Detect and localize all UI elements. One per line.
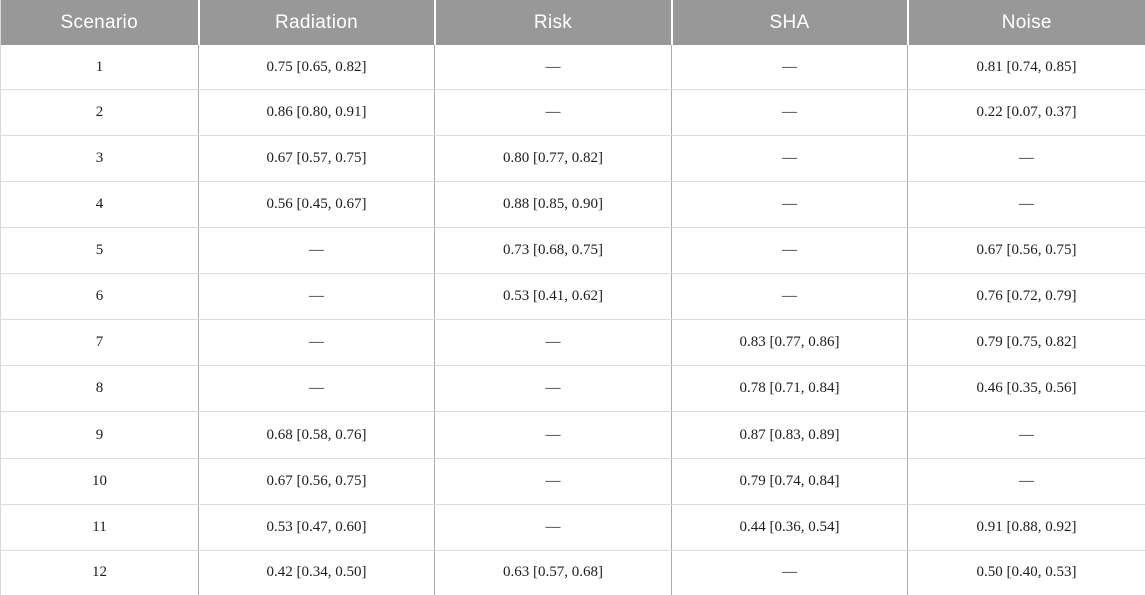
table-row: 6—0.53 [0.41, 0.62] —0.76 [0.72, 0.79]	[0, 273, 1145, 321]
value-cell: —	[434, 45, 672, 91]
table-row: 3 0.67 [0.57, 0.75] 0.80 [0.77, 0.82] — —	[0, 135, 1145, 183]
table-row: 8— —0.78 [0.71, 0.84] 0.46 [0.35, 0.56]	[0, 365, 1145, 413]
value-cell: 0.63 [0.57, 0.68]	[434, 550, 672, 595]
value-cell: —	[434, 504, 672, 551]
scenario-cell: 8	[0, 365, 199, 413]
value-cell: 0.46 [0.35, 0.56]	[907, 365, 1145, 413]
value-cell: 0.76 [0.72, 0.79]	[907, 273, 1145, 321]
table-row: 11 0.53 [0.47, 0.60] —0.44 [0.36, 0.54] 0.9…	[0, 504, 1145, 551]
scenario-cell: 7	[0, 319, 199, 367]
value-cell: —	[671, 273, 908, 321]
scenario-cell: 6	[0, 273, 199, 321]
value-cell: 0.88 [0.85, 0.90]	[434, 181, 672, 229]
value-cell: —	[198, 273, 435, 321]
scenario-cell: 1	[0, 45, 199, 91]
value-cell: —	[671, 89, 908, 137]
value-cell: —	[198, 319, 435, 367]
value-cell: 0.73 [0.68, 0.75]	[434, 227, 672, 275]
table-row: 1 0.75 [0.65, 0.82] — —0.81 [0.74, 0.85]	[0, 45, 1145, 91]
column-header-risk: Risk	[434, 0, 673, 45]
value-cell: —	[434, 89, 672, 137]
table-body: 1 0.75 [0.65, 0.82] — —0.81 [0.74, 0.85] 2 0.…	[0, 45, 1145, 595]
value-cell: —	[671, 181, 908, 229]
table-row: 12 0.42 [0.34, 0.50] 0.63 [0.57, 0.68] —0.5…	[0, 550, 1145, 595]
value-cell: —	[671, 550, 908, 595]
value-cell: 0.81 [0.74, 0.85]	[907, 45, 1145, 91]
value-cell: 0.79 [0.74, 0.84]	[671, 458, 908, 505]
value-cell: 0.53 [0.41, 0.62]	[434, 273, 672, 321]
table-row: 4 0.56 [0.45, 0.67] 0.88 [0.85, 0.90] — —	[0, 181, 1145, 229]
value-cell: 0.68 [0.58, 0.76]	[198, 411, 435, 459]
value-cell: —	[434, 458, 672, 505]
table-row: 7— —0.83 [0.77, 0.86] 0.79 [0.75, 0.82]	[0, 319, 1145, 367]
value-cell: —	[671, 227, 908, 275]
value-cell: —	[907, 458, 1145, 505]
value-cell: 0.78 [0.71, 0.84]	[671, 365, 908, 413]
table-row: 2 0.86 [0.80, 0.91] — —0.22 [0.07, 0.37]	[0, 89, 1145, 137]
value-cell: 0.42 [0.34, 0.50]	[198, 550, 435, 595]
scenario-cell: 3	[0, 135, 199, 183]
scenario-cell: 11	[0, 504, 199, 551]
value-cell: —	[907, 411, 1145, 459]
value-cell: 0.67 [0.56, 0.75]	[198, 458, 435, 505]
scenario-cell: 9	[0, 411, 199, 459]
scenario-cell: 2	[0, 89, 199, 137]
value-cell: 0.56 [0.45, 0.67]	[198, 181, 435, 229]
table-header: Scenario Radiation Risk SHA Noise	[0, 0, 1145, 45]
value-cell: 0.67 [0.56, 0.75]	[907, 227, 1145, 275]
scenario-cell: 5	[0, 227, 199, 275]
value-cell: —	[198, 227, 435, 275]
value-cell: 0.53 [0.47, 0.60]	[198, 504, 435, 551]
value-cell: —	[907, 135, 1145, 183]
table-row: 5—0.73 [0.68, 0.75] —0.67 [0.56, 0.75]	[0, 227, 1145, 275]
scenario-cell: 10	[0, 458, 199, 505]
value-cell: 0.75 [0.65, 0.82]	[198, 45, 435, 91]
value-cell: 0.50 [0.40, 0.53]	[907, 550, 1145, 595]
value-cell: —	[434, 411, 672, 459]
value-cell: 0.86 [0.80, 0.91]	[198, 89, 435, 137]
value-cell: 0.22 [0.07, 0.37]	[907, 89, 1145, 137]
value-cell: —	[434, 365, 672, 413]
value-cell: 0.83 [0.77, 0.86]	[671, 319, 908, 367]
value-cell: —	[907, 181, 1145, 229]
value-cell: —	[671, 45, 908, 91]
value-cell: —	[198, 365, 435, 413]
column-header-scenario: Scenario	[0, 0, 200, 45]
value-cell: —	[434, 319, 672, 367]
header-row: Scenario Radiation Risk SHA Noise	[0, 0, 1145, 45]
column-header-noise: Noise	[907, 0, 1145, 45]
value-cell: 0.44 [0.36, 0.54]	[671, 504, 908, 551]
value-cell: 0.91 [0.88, 0.92]	[907, 504, 1145, 551]
value-cell: 0.67 [0.57, 0.75]	[198, 135, 435, 183]
value-cell: 0.80 [0.77, 0.82]	[434, 135, 672, 183]
table-row: 10 0.67 [0.56, 0.75] —0.79 [0.74, 0.84] —	[0, 458, 1145, 505]
scenario-cell: 12	[0, 550, 199, 595]
value-cell: —	[671, 135, 908, 183]
value-cell: 0.87 [0.83, 0.89]	[671, 411, 908, 459]
scenario-cell: 4	[0, 181, 199, 229]
value-cell: 0.79 [0.75, 0.82]	[907, 319, 1145, 367]
table-row: 9 0.68 [0.58, 0.76] —0.87 [0.83, 0.89] —	[0, 411, 1145, 459]
column-header-sha: SHA	[671, 0, 909, 45]
column-header-radiation: Radiation	[198, 0, 436, 45]
